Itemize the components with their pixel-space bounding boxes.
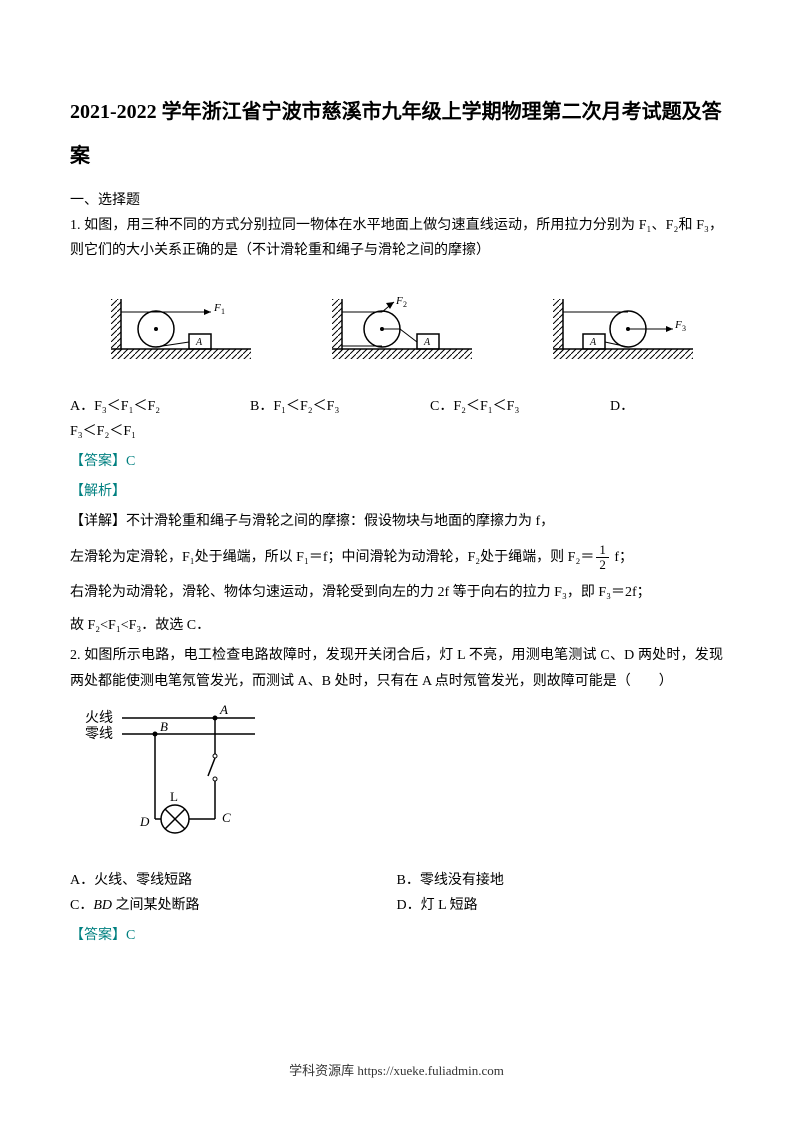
q2-opt-b: B．零线没有接地 <box>397 868 724 893</box>
q1-detail4: 故 F₂<F₁<F₃．故选 C． <box>70 613 723 638</box>
svg-text:F: F <box>213 302 221 314</box>
q1-opt-a: A．F₃＜F₁＜F₂ <box>70 394 250 419</box>
pulley-diagram-3: F 3 A <box>553 294 703 364</box>
q1-opt-b: B．F₁＜F₂＜F₃ <box>250 394 430 419</box>
svg-text:零线: 零线 <box>85 726 113 742</box>
q2-optc-suffix: 之间某处断路 <box>112 898 200 913</box>
q2-opt-c: C．BD 之间某处断路 <box>70 893 397 918</box>
section-header: 一、选择题 <box>70 188 723 213</box>
q1-opt-c: C．F₂＜F₁＜F₃ <box>430 394 610 419</box>
q1-detail2: 左滑轮为定滑轮，F₁处于绳端，所以 F₁＝f；中间滑轮为动滑轮，F₂处于绳端，则… <box>70 543 723 573</box>
svg-text:A: A <box>589 337 597 348</box>
svg-text:L: L <box>170 789 178 804</box>
svg-text:F: F <box>674 319 682 331</box>
svg-text:D: D <box>139 814 150 829</box>
q2-opt-d: D．灯 L 短路 <box>397 893 724 918</box>
svg-text:1: 1 <box>221 307 225 316</box>
pulley-diagram-1: F 1 A <box>111 294 261 364</box>
q2-options: A．火线、零线短路 B．零线没有接地 C．BD 之间某处断路 D．灯 L 短路 <box>70 868 723 918</box>
svg-text:2: 2 <box>403 300 407 309</box>
q1-text: 1. 如图，用三种不同的方式分别拉同一物体在水平地面上做匀速直线运动，所用拉力分… <box>70 213 723 263</box>
q1-options: A．F₃＜F₁＜F₂ B．F₁＜F₂＜F₃ C．F₂＜F₁＜F₃ D． F₃＜F… <box>70 394 723 444</box>
svg-text:A: A <box>195 337 203 348</box>
q1-opt-d: D． <box>610 394 650 419</box>
svg-text:A: A <box>423 337 431 348</box>
svg-text:B: B <box>160 719 168 734</box>
svg-text:F: F <box>395 295 403 307</box>
q1-detail3: 右滑轮为动滑轮，滑轮、物体匀速运动，滑轮受到向左的力 2f 等于向右的拉力 F₃… <box>70 580 723 605</box>
q2-optc-italic: BD <box>93 898 112 913</box>
page-title: 2021-2022 学年浙江省宁波市慈溪市九年级上学期物理第二次月考试题及答案 <box>70 90 723 178</box>
svg-text:火线: 火线 <box>85 710 113 726</box>
q2-answer: 【答案】C <box>70 923 723 948</box>
fraction-half: 12 <box>596 543 609 573</box>
q1-diagrams: F 1 A F 2 A F 3 A <box>90 294 723 364</box>
footer: 学科资源库 https://xueke.fuliadmin.com <box>0 1059 793 1082</box>
q1-answer: 【答案】C <box>70 449 723 474</box>
q1-detail: 【详解】不计滑轮重和绳子与滑轮之间的摩擦：假设物块与地面的摩擦力为 f， <box>70 509 723 534</box>
pulley-diagram-2: F 2 A <box>332 294 482 364</box>
svg-text:C: C <box>222 810 231 825</box>
frac-num: 1 <box>596 543 609 558</box>
frac-den: 2 <box>596 558 609 572</box>
q1-analysis: 【解析】 <box>70 479 723 504</box>
svg-text:3: 3 <box>682 324 686 333</box>
circuit-diagram: 火线 零线 A B C L D <box>80 704 260 844</box>
svg-text:A: A <box>219 704 228 717</box>
q2-text: 2. 如图所示电路，电工检查电路故障时，发现开关闭合后，灯 L 不亮，用测电笔测… <box>70 643 723 693</box>
q2-optc-prefix: C． <box>70 898 93 913</box>
q1-detail2b: f； <box>611 550 633 565</box>
q1-opt-d2: F₃＜F₂＜F₁ <box>70 419 723 444</box>
q1-detail2a: 左滑轮为定滑轮，F₁处于绳端，所以 F₁＝f；中间滑轮为动滑轮，F₂处于绳端，则… <box>70 550 594 565</box>
q2-opt-a: A．火线、零线短路 <box>70 868 397 893</box>
